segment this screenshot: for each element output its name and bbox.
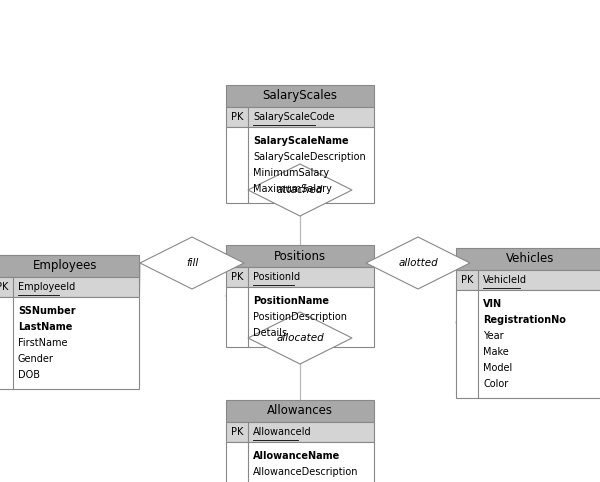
Text: Details: Details	[253, 328, 287, 338]
Text: PositionDescription: PositionDescription	[253, 312, 347, 322]
Bar	[456, 270, 600, 290]
Text: RegistrationNo: RegistrationNo	[483, 315, 566, 325]
Text: PK: PK	[0, 282, 8, 292]
Text: fill: fill	[186, 258, 198, 268]
Bar	[226, 400, 374, 422]
Text: Model: Model	[483, 363, 512, 373]
Bar	[456, 290, 600, 398]
Text: allotted: allotted	[398, 258, 438, 268]
Bar	[226, 85, 374, 107]
Bar	[226, 267, 374, 287]
Bar	[226, 287, 374, 347]
Text: VIN: VIN	[483, 299, 502, 309]
Text: allocated: allocated	[276, 333, 324, 343]
Text: PK: PK	[461, 275, 473, 285]
Text: PositionName: PositionName	[253, 296, 329, 306]
Text: FirstName: FirstName	[18, 338, 67, 348]
Text: SSNumber: SSNumber	[18, 306, 76, 316]
Text: PK: PK	[231, 427, 243, 437]
Text: SalaryScaleCode: SalaryScaleCode	[253, 112, 335, 122]
Bar	[226, 442, 374, 482]
Bar	[0, 297, 139, 389]
Text: DOB: DOB	[18, 370, 40, 380]
Text: Color: Color	[483, 379, 508, 389]
Text: Year: Year	[483, 331, 503, 341]
Bar	[456, 248, 600, 270]
Bar	[0, 277, 139, 297]
Text: Allowances: Allowances	[267, 404, 333, 417]
Text: AllowanceDescription: AllowanceDescription	[253, 467, 359, 477]
Text: SalaryScales: SalaryScales	[263, 90, 337, 103]
Text: MaximumSalary: MaximumSalary	[253, 184, 332, 194]
Text: Make: Make	[483, 347, 509, 357]
Bar	[226, 107, 374, 127]
Text: attached: attached	[277, 185, 323, 195]
Text: LastName: LastName	[18, 322, 73, 332]
Text: PK: PK	[231, 272, 243, 282]
Text: Positions: Positions	[274, 250, 326, 263]
Text: VehicleId: VehicleId	[483, 275, 527, 285]
Text: PositionId: PositionId	[253, 272, 300, 282]
Bar	[226, 127, 374, 203]
Text: Gender: Gender	[18, 354, 54, 364]
Text: EmployeeId: EmployeeId	[18, 282, 75, 292]
Polygon shape	[248, 164, 352, 216]
Text: AllowanceId: AllowanceId	[253, 427, 311, 437]
Polygon shape	[248, 312, 352, 364]
Text: SalaryScaleName: SalaryScaleName	[253, 136, 349, 146]
Polygon shape	[366, 237, 470, 289]
Bar	[226, 422, 374, 442]
Text: AllowanceName: AllowanceName	[253, 451, 340, 461]
Polygon shape	[140, 237, 244, 289]
Bar	[226, 245, 374, 267]
Text: Vehicles: Vehicles	[506, 253, 554, 266]
Text: PK: PK	[231, 112, 243, 122]
Bar	[0, 255, 139, 277]
Text: SalaryScaleDescription: SalaryScaleDescription	[253, 152, 366, 162]
Text: MinimumSalary: MinimumSalary	[253, 168, 329, 178]
Text: Employees: Employees	[33, 259, 97, 272]
